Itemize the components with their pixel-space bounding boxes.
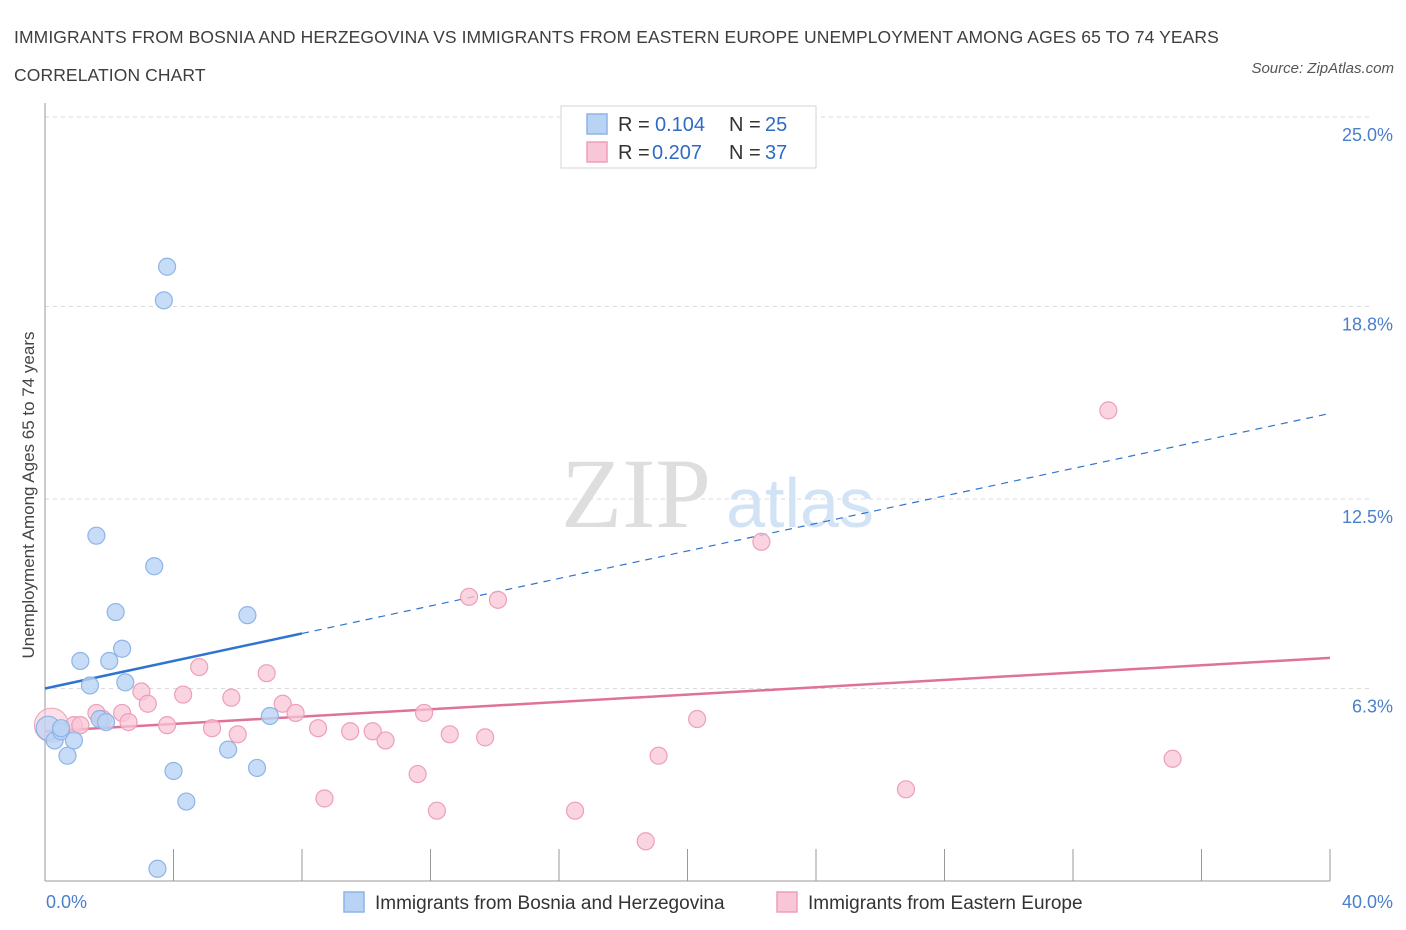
bottom-legend-label-eastern-europe: Immigrants from Eastern Europe [808, 893, 1083, 914]
point-eastern-europe [488, 590, 508, 609]
point-eastern-europe [71, 716, 90, 735]
point-eastern-europe [286, 703, 305, 723]
bottom-legend: Immigrants from Bosnia and Herzegovina I… [343, 891, 1083, 914]
point-eastern-europe [565, 801, 585, 820]
chart-title: IMMIGRANTS FROM BOSNIA AND HERZEGOVINA V… [14, 27, 1219, 85]
point-bosnia [71, 651, 90, 671]
point-eastern-europe [315, 789, 334, 808]
point-eastern-europe [688, 709, 707, 729]
point-eastern-europe [752, 532, 771, 551]
point-eastern-europe [228, 725, 247, 744]
point-bosnia [106, 602, 125, 622]
watermark-atlas: atlas [726, 464, 874, 542]
point-eastern-europe [649, 746, 668, 765]
point-eastern-europe [202, 719, 222, 738]
point-bosnia [100, 651, 119, 671]
point-bosnia [145, 557, 164, 576]
axes [44, 103, 1331, 882]
point-bosnia [154, 291, 173, 310]
point-bosnia [87, 526, 106, 545]
legend-n-label: N = [729, 114, 761, 136]
point-bosnia [177, 792, 196, 811]
y-tick-label-0: 6.3% [1352, 696, 1393, 716]
watermark-zip: ZIP [561, 438, 711, 549]
bottom-legend-swatch-bosnia [343, 891, 365, 913]
point-eastern-europe [308, 719, 328, 738]
legend-swatch-bosnia [586, 113, 608, 135]
bottom-legend-swatch-eastern-europe [776, 891, 798, 913]
legend-n-value-eastern-europe: 37 [765, 142, 787, 164]
legend-r-value-bosnia: 0.104 [655, 114, 705, 136]
point-eastern-europe [190, 657, 209, 677]
point-eastern-europe [1163, 749, 1182, 768]
y-tick-label-3: 25.0% [1342, 125, 1393, 145]
trend-line-eastern-europe [44, 656, 1331, 733]
point-eastern-europe [363, 722, 382, 741]
point-eastern-europe [157, 716, 177, 735]
y-axis-label: Unemployment Among Ages 65 to 74 years [19, 332, 38, 659]
point-bosnia [247, 758, 267, 778]
point-bosnia [64, 731, 84, 750]
point-eastern-europe [1099, 401, 1118, 420]
point-bosnia [51, 719, 71, 738]
point-eastern-europe [257, 664, 276, 683]
point-eastern-europe [408, 764, 427, 784]
point-eastern-europe [896, 780, 916, 799]
y-tick-label-1: 12.5% [1342, 507, 1393, 527]
legend-r-value-eastern-europe: 0.207 [652, 142, 702, 164]
point-eastern-europe [174, 685, 193, 704]
legend-n-label: N = [729, 142, 761, 164]
legend-r-label: R = [618, 114, 650, 136]
point-eastern-europe [376, 731, 395, 750]
point-bosnia [58, 746, 77, 765]
point-bosnia [238, 606, 257, 625]
series-bosnia-points [35, 257, 279, 878]
bottom-legend-label-bosnia: Immigrants from Bosnia and Herzegovina [375, 893, 725, 914]
point-eastern-europe [476, 728, 495, 747]
point-eastern-europe [273, 694, 292, 713]
point-eastern-europe [414, 703, 434, 723]
point-eastern-europe [341, 722, 360, 741]
point-eastern-europe [459, 587, 479, 606]
legend-r-label: R = [618, 142, 650, 164]
legend-swatch-eastern-europe [586, 141, 608, 163]
point-eastern-europe [222, 688, 241, 707]
legend-n-value-bosnia: 25 [765, 114, 787, 136]
point-bosnia [80, 676, 100, 695]
watermark: ZIP atlas [561, 438, 874, 549]
point-eastern-europe [427, 801, 447, 820]
trend-line-bosnia-dashed [301, 412, 1331, 635]
point-bosnia [164, 761, 183, 781]
point-bosnia [157, 257, 177, 276]
x-tick-label-min: 0.0% [46, 892, 87, 912]
y-tick-label-2: 18.8% [1342, 314, 1393, 334]
point-bosnia [260, 706, 279, 726]
point-bosnia [219, 740, 238, 759]
top-legend: R = 0.104 N = 25 R = 0.207 N = 37 [560, 105, 817, 169]
point-eastern-europe [636, 832, 655, 851]
grid-lines [45, 116, 1370, 689]
point-eastern-europe [138, 694, 157, 713]
point-bosnia [116, 673, 135, 692]
source-credit: Source: ZipAtlas.com [1251, 60, 1394, 77]
point-bosnia [148, 859, 167, 878]
point-eastern-europe [119, 712, 138, 732]
point-eastern-europe [440, 725, 459, 744]
point-bosnia [112, 639, 132, 658]
x-tick-label-max: 40.0% [1342, 892, 1393, 912]
tick-labels: 6.3% 12.5% 18.8% 25.0% 0.0% 40.0% [46, 125, 1393, 912]
point-bosnia [96, 712, 116, 732]
